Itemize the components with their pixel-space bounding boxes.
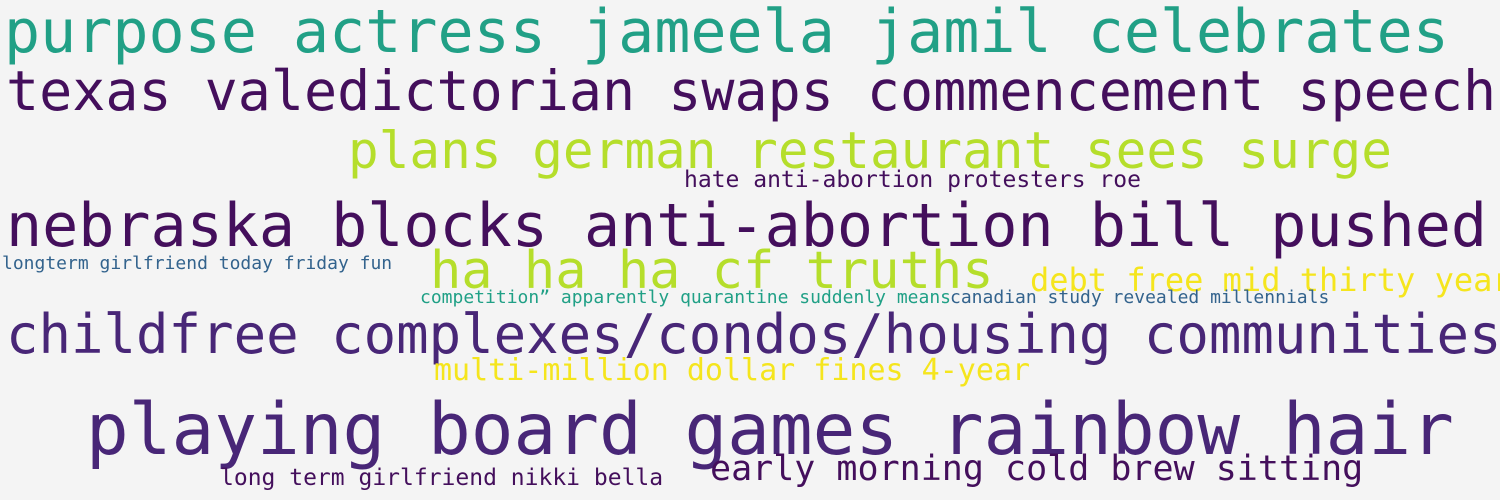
phrase-texas-valedictorian: texas valedictorian swaps commencement s… — [6, 59, 1497, 123]
phrase-longterm-girlfriend: longterm girlfriend today friday fun — [2, 253, 393, 274]
phrase-long-term-girlfriend: long term girlfriend nikki bella — [220, 465, 664, 491]
phrase-german-restaurant: plans german restaurant sees surge — [348, 122, 1392, 181]
phrase-multi-million: multi-million dollar fines 4-year — [434, 353, 1031, 388]
phrase-playing-board-games: playing board games rainbow hair — [86, 388, 1454, 471]
phrase-purpose-actress: purpose actress jameela jamil celebrates — [4, 0, 1449, 67]
phrase-canadian-study: canadian study revealed millennials — [950, 287, 1330, 308]
phrase-childfree-complexes: childfree complexes/condos/housing commu… — [6, 303, 1500, 366]
phrase-ha-ha-ha: ha ha ha cf truths — [430, 241, 994, 301]
phrase-nebraska-blocks: nebraska blocks anti-abortion bill pushe… — [6, 191, 1488, 261]
phrase-early-morning: early morning cold brew sitting — [710, 449, 1364, 489]
phrase-hate-anti-abortion: hate anti-abortion protesters roe — [684, 167, 1141, 193]
phrase-competition: competition” apparently quarantine sudde… — [420, 287, 952, 308]
phrase-debt-free: debt free mid thirty year — [1030, 261, 1500, 299]
